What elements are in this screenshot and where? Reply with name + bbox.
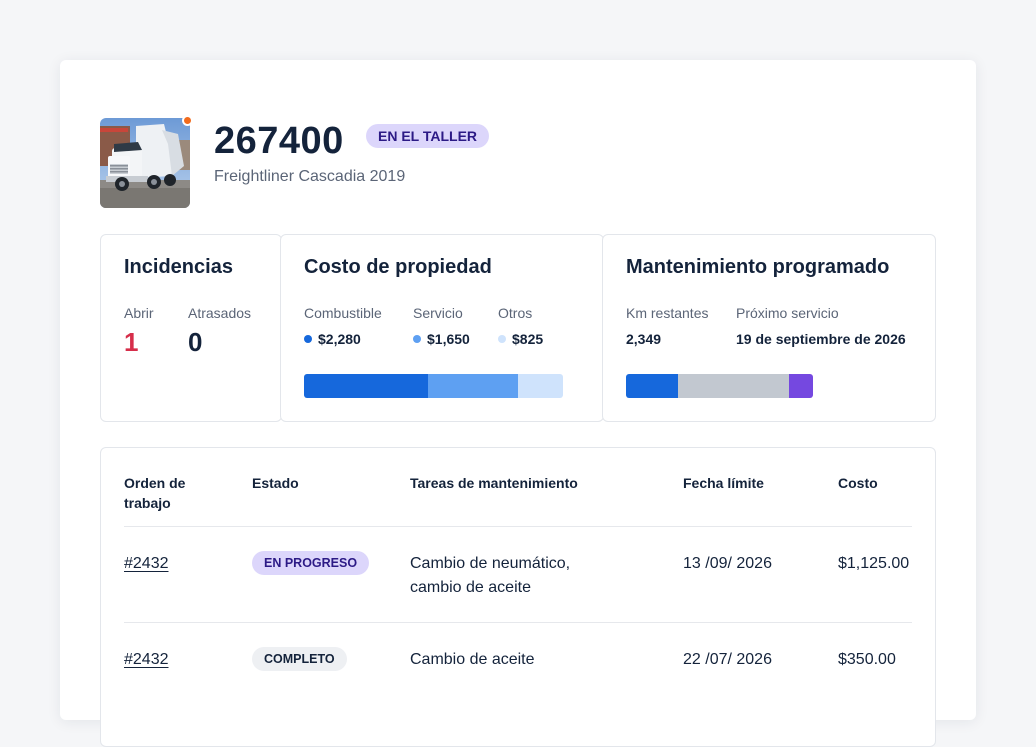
other-segment: [518, 374, 563, 398]
order-link[interactable]: #2432: [124, 555, 169, 572]
fuel-amount: $2,280: [318, 331, 361, 347]
header-divider: [124, 526, 912, 527]
service-label: Servicio: [413, 305, 463, 321]
other-label: Otros: [498, 305, 533, 321]
scheduled-maintenance-title: Mantenimiento programado: [626, 256, 890, 278]
row-divider: [124, 622, 912, 623]
maintenance-tasks: Cambio de neumático, cambio de aceite: [410, 555, 571, 596]
maintenance-tasks: Cambio de aceite: [410, 651, 535, 668]
ownership-cost-title: Costo de propiedad: [304, 256, 492, 278]
col-header-due: Fecha límite: [683, 475, 764, 491]
vehicle-photo: [100, 118, 190, 208]
col-header-order: Orden de trabajo: [124, 475, 186, 511]
cost-value: $350.00: [838, 651, 896, 668]
col-header-status: Estado: [252, 475, 299, 491]
order-link[interactable]: #2432: [124, 651, 169, 668]
open-count[interactable]: 1: [124, 327, 139, 357]
unit-status-badge: EN EL TALLER: [366, 124, 490, 148]
maintenance-segment-0: [626, 374, 679, 398]
fuel-value: $2,280: [304, 331, 361, 347]
open-label: Abrir: [124, 305, 154, 321]
other-value: $825: [498, 331, 543, 347]
unit-model: Freightliner Cascadia 2019: [214, 168, 406, 185]
status-badge: COMPLETO: [252, 647, 347, 671]
incidents-title: Incidencias: [124, 256, 233, 278]
fuel-legend-dot: [304, 335, 312, 343]
next-service-label: Próximo servicio: [736, 305, 839, 321]
work-orders-table: Orden de trabajo Estado Tareas de manten…: [100, 447, 936, 747]
km-remaining-label: Km restantes: [626, 305, 709, 321]
scheduled-maintenance-panel: Mantenimiento programado Km restantes 2,…: [602, 234, 936, 422]
status-dot: [182, 115, 193, 126]
service-amount: $1,650: [427, 331, 470, 347]
ownership-cost-panel: Costo de propiedad Combustible $2,280 Se…: [280, 234, 604, 422]
fuel-segment: [304, 374, 429, 398]
service-segment: [428, 374, 519, 398]
other-amount: $825: [512, 331, 544, 347]
overdue-label: Atrasados: [188, 305, 252, 321]
vehicle-detail-card: 267400 EN EL TALLER Freightliner Cascadi…: [60, 60, 976, 747]
maintenance-segment-2: [788, 374, 813, 398]
vehicle-header: 267400 EN EL TALLER Freightliner Cascadi…: [100, 115, 800, 208]
service-value: $1,650: [413, 331, 470, 347]
incidents-panel: Incidencias Abrir 1 Atrasados 0: [100, 234, 282, 422]
truck-image-icon: [100, 118, 190, 208]
unit-number: 267400: [214, 120, 344, 162]
next-service-value: 19 de septiembre de 2026: [736, 331, 906, 347]
fuel-label: Combustible: [304, 305, 382, 321]
maintenance-progress-bar: [626, 374, 813, 398]
col-header-tasks: Tareas de mantenimiento: [410, 475, 578, 491]
col-header-cost: Costo: [838, 475, 878, 491]
maintenance-segment-1: [678, 374, 789, 398]
ownership-cost-bar: [304, 374, 563, 398]
cost-value: $1,125.00: [838, 555, 910, 572]
km-remaining-value: 2,349: [626, 331, 662, 347]
status-badge: EN PROGRESO: [252, 551, 370, 575]
other-legend-dot: [498, 335, 506, 343]
due-date: 13 /09/ 2026: [683, 555, 772, 572]
due-date: 22 /07/ 2026: [683, 651, 772, 668]
service-legend-dot: [413, 335, 421, 343]
overdue-count[interactable]: 0: [188, 327, 203, 357]
